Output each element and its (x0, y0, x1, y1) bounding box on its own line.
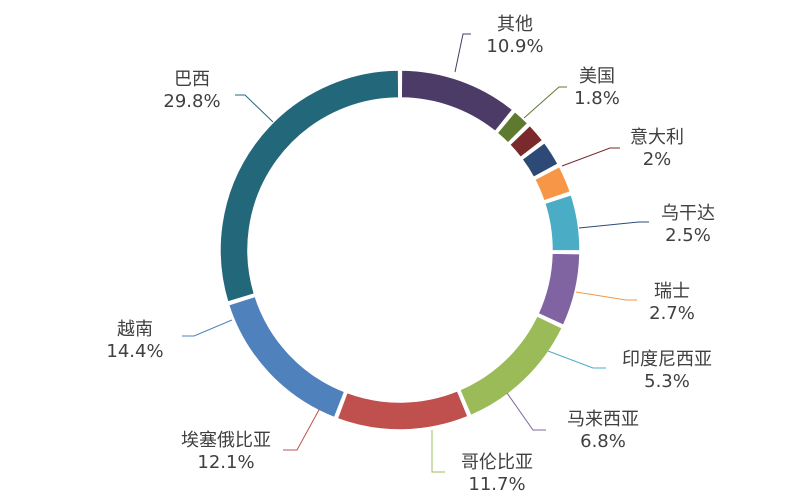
slice-4 (533, 165, 572, 202)
leader-line-0 (454, 33, 471, 73)
slice-value-6: 6.8% (580, 431, 626, 452)
leader-line-5 (547, 350, 606, 369)
slice-label-2: 意大利 (630, 127, 684, 148)
slice-label-10: 巴西 (174, 69, 210, 90)
slice-8 (336, 389, 470, 431)
leader-line-3 (578, 221, 649, 229)
slice-3 (520, 141, 560, 179)
slice-label-7: 哥伦比亚 (461, 452, 533, 473)
slice-2 (508, 124, 544, 159)
slices-group (219, 69, 581, 431)
slice-label-4: 瑞士 (654, 281, 690, 302)
leader-line-9 (182, 319, 233, 337)
slice-value-2: 2% (643, 149, 672, 170)
slice-value-5: 5.3% (644, 371, 690, 392)
slice-label-5: 印度尼西亚 (622, 349, 712, 370)
leader-line-4 (575, 291, 637, 301)
slice-label-9: 越南 (117, 319, 153, 340)
slice-value-8: 12.1% (197, 452, 254, 473)
slice-9 (227, 295, 346, 419)
slice-label-1: 美国 (579, 66, 615, 87)
slice-7 (458, 314, 564, 417)
slice-label-0: 其他 (497, 14, 533, 35)
slice-value-9: 14.4% (106, 341, 163, 362)
slice-5 (543, 193, 581, 252)
slice-1 (496, 110, 529, 145)
slice-label-8: 埃塞俄比亚 (181, 430, 271, 451)
leader-line-8 (283, 407, 321, 451)
leader-line-6 (506, 392, 546, 431)
slice-value-4: 2.7% (649, 303, 695, 324)
slice-label-6: 马来西亚 (567, 409, 639, 430)
slice-value-10: 29.8% (163, 91, 220, 112)
slice-value-1: 1.8% (574, 88, 620, 109)
leader-line-10 (235, 94, 274, 123)
slice-value-0: 10.9% (486, 36, 543, 57)
slice-10 (219, 69, 400, 304)
slice-value-7: 11.7% (468, 474, 525, 495)
leader-line-2 (561, 147, 620, 167)
slice-value-3: 2.5% (665, 225, 711, 246)
leader-line-1 (523, 86, 567, 119)
leader-line-7 (431, 430, 445, 473)
slice-label-3: 乌干达 (661, 203, 715, 224)
leader-lines-group (182, 33, 649, 473)
slice-0 (400, 69, 514, 133)
slice-6 (537, 252, 581, 327)
